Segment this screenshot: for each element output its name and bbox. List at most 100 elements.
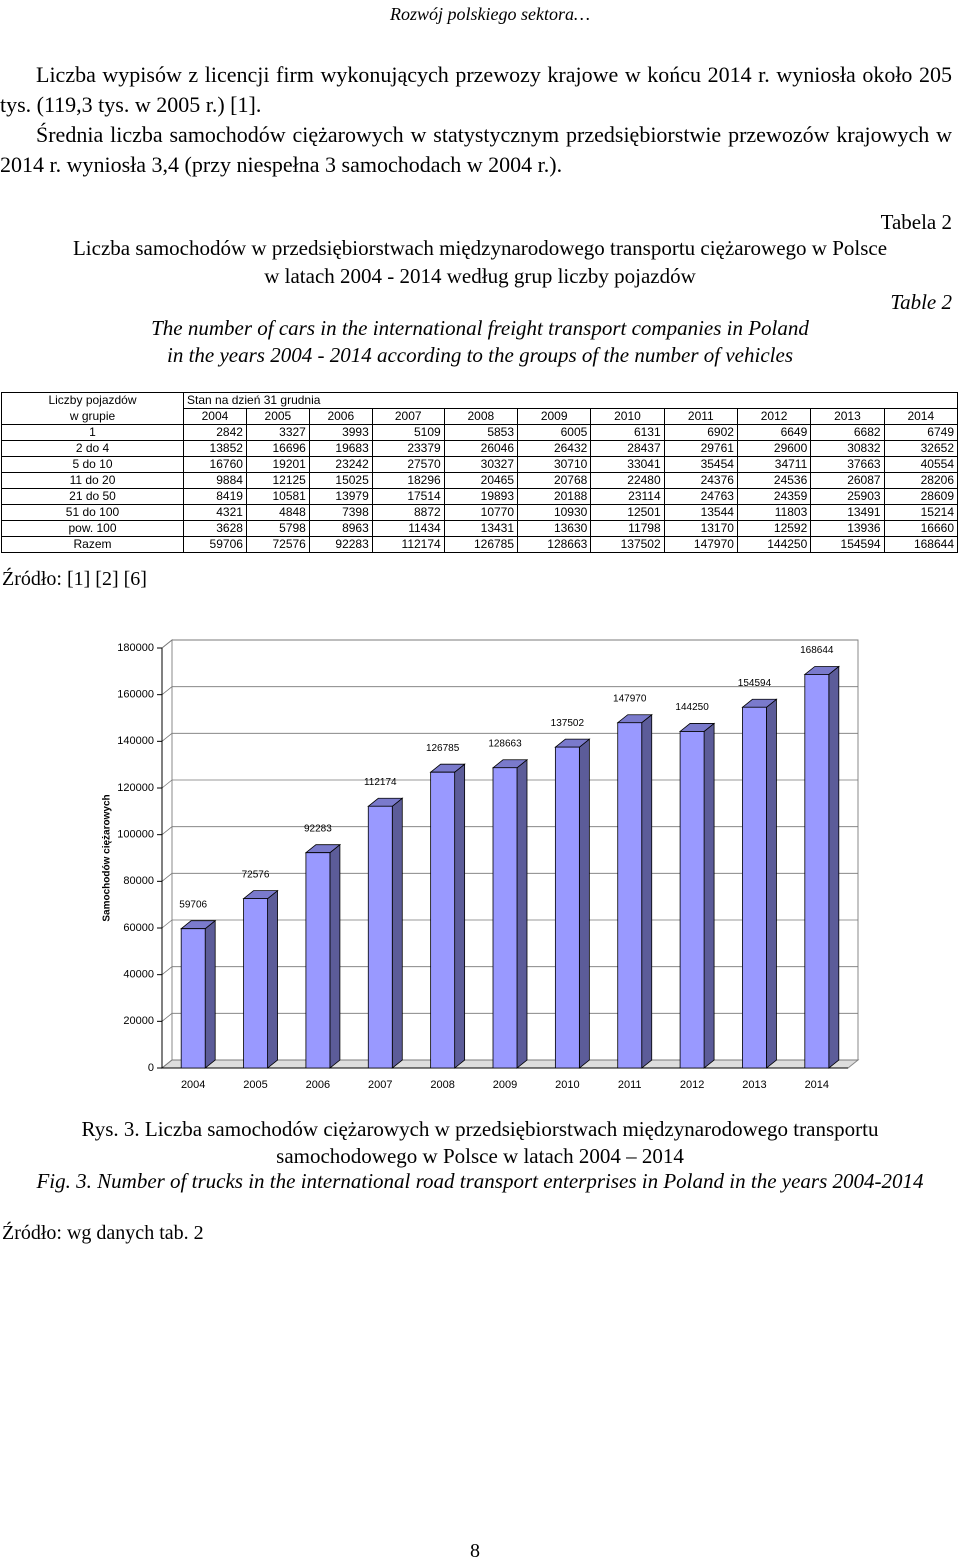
value-cell: 20768 — [517, 472, 592, 489]
value-cell: 147970 — [663, 536, 738, 553]
value-cell: 10581 — [245, 488, 310, 505]
value-cell: 8963 — [308, 520, 373, 537]
value-cell: 18296 — [371, 472, 445, 489]
bar-side — [578, 738, 590, 1069]
value-cell: 26087 — [810, 472, 885, 489]
value-cell: 72576 — [245, 536, 310, 553]
bar-front — [492, 767, 518, 1069]
value-cell: 5109 — [371, 424, 445, 441]
value-cell: 92283 — [308, 536, 373, 553]
bar-front — [180, 928, 206, 1069]
value-cell: 59706 — [183, 536, 247, 553]
x-tick-label: 2011 — [618, 1079, 642, 1091]
value-cell: 13431 — [443, 520, 519, 537]
y-axis-label: Samochodów ciężarowych — [102, 794, 113, 921]
bar-side — [703, 722, 715, 1069]
value-cell: 8872 — [371, 504, 445, 521]
value-cell: 26432 — [517, 440, 592, 457]
value-cell: 9884 — [183, 472, 247, 489]
grid-line — [161, 686, 858, 695]
bar-side — [828, 665, 840, 1069]
value-cell: 23114 — [590, 488, 665, 505]
value-cell: 112174 — [371, 536, 445, 553]
value-cell: 16760 — [183, 456, 247, 473]
value-cell: 11798 — [590, 520, 665, 537]
table-row: Razem 59706 72576 92283 112174 126785 128663 13… — [1, 536, 959, 553]
row-label: pow. 100 — [1, 520, 184, 537]
year-cell: 2014 — [883, 408, 959, 425]
value-cell: 37663 — [810, 456, 885, 473]
x-tick-label: 2004 — [181, 1079, 205, 1091]
bar-side — [766, 698, 777, 1069]
value-cell: 7398 — [308, 504, 373, 521]
value-cell: 28437 — [590, 440, 665, 457]
value-cell: 10770 — [443, 504, 519, 521]
data-table: Liczby pojazdów Stan na dzień 31 grudnia w… — [1, 392, 959, 553]
value-label: 126785 — [426, 743, 460, 754]
value-cell: 19683 — [308, 440, 373, 457]
row-label: 5 do 10 — [1, 456, 184, 473]
value-cell: 11434 — [371, 520, 445, 537]
value-cell: 13979 — [308, 488, 373, 505]
value-cell: 12592 — [736, 520, 812, 537]
table-title: w latach 2004 - 2014 według grup liczby … — [264, 264, 696, 288]
x-tick-label: 2010 — [555, 1079, 579, 1091]
value-cell: 12501 — [590, 504, 665, 521]
value-cell: 29761 — [663, 440, 738, 457]
x-tick-label: 2009 — [493, 1079, 517, 1091]
bar-front — [430, 771, 456, 1069]
value-cell: 40554 — [883, 456, 959, 473]
y-tick-label: 120000 — [117, 782, 154, 794]
table-source: Źródło: [1] [2] [6] — [2, 568, 147, 590]
bar — [180, 919, 217, 1069]
bar — [491, 758, 529, 1069]
table-row: 11 do 20 9884 12125 15025 18296 20465 20768 224… — [1, 472, 959, 489]
value-cell: 3327 — [245, 424, 310, 441]
y-tick-label: 20000 — [123, 1015, 154, 1027]
bar-side — [516, 758, 528, 1069]
value-label: 92283 — [304, 823, 332, 834]
x-tick-label: 2006 — [306, 1079, 330, 1091]
bar-front — [617, 722, 643, 1069]
table-title: The number of cars in the international … — [151, 316, 809, 340]
bar — [242, 889, 279, 1069]
row-label: 2 do 4 — [1, 440, 184, 457]
value-cell: 34711 — [736, 456, 812, 473]
y-tick-label: 40000 — [123, 969, 154, 981]
value-cell: 3993 — [308, 424, 373, 441]
table-title: in the years 2004 - 2014 according to th… — [166, 343, 793, 367]
y-tick-label: 0 — [148, 1062, 154, 1074]
bar — [616, 713, 653, 1069]
value-cell: 25903 — [810, 488, 885, 505]
chart: 0 20000 40000 60000 80000 100000 120000 140000 1… — [102, 638, 860, 1091]
value-label: 144250 — [675, 702, 709, 713]
y-tick-label: 140000 — [117, 735, 154, 747]
value-cell: 10930 — [517, 504, 592, 521]
bar — [741, 698, 778, 1069]
bar — [429, 763, 466, 1069]
value-cell: 30832 — [810, 440, 885, 457]
year-cell: 2005 — [245, 408, 310, 425]
table-label: Tabela 2 — [880, 210, 952, 234]
value-cell: 24536 — [736, 472, 812, 489]
x-tick-label: 2007 — [368, 1079, 392, 1091]
value-cell: 2842 — [183, 424, 247, 441]
bar-front — [679, 731, 705, 1069]
table-row: Liczby pojazdów Stan na dzień 31 grudnia — [1, 392, 958, 409]
value-cell: 4321 — [183, 504, 247, 521]
value-label: 147970 — [613, 693, 647, 704]
bar — [678, 722, 716, 1069]
value-cell: 13852 — [183, 440, 247, 457]
bar-front — [804, 674, 830, 1069]
value-cell: 13170 — [663, 520, 738, 537]
x-tick-label: 2005 — [243, 1079, 267, 1091]
value-cell: 13491 — [810, 504, 885, 521]
value-cell: 24376 — [663, 472, 738, 489]
value-cell: 23379 — [371, 440, 445, 457]
row-label: 51 do 100 — [1, 504, 184, 521]
value-cell: 30710 — [517, 456, 592, 473]
value-cell: 27570 — [371, 456, 445, 473]
value-cell: 16696 — [245, 440, 310, 457]
table-row: 5 do 10 16760 19201 23242 27570 30327 30710 330… — [1, 456, 959, 473]
